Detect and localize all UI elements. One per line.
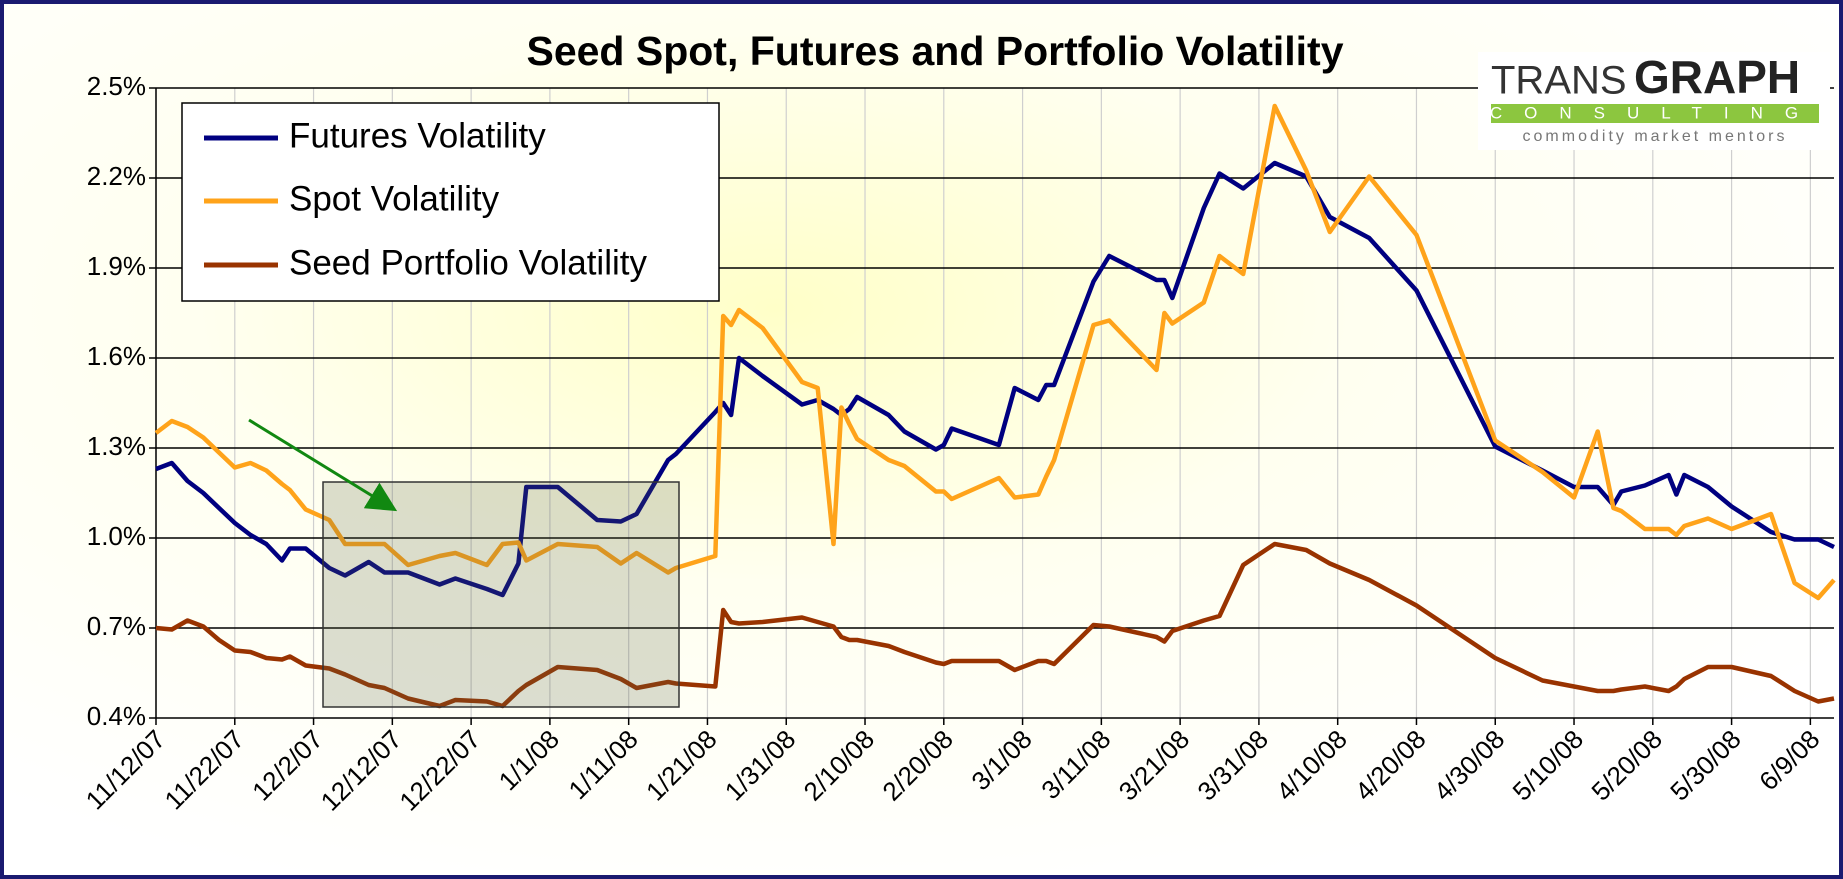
- legend: Futures Volatility Spot Volatility Seed …: [181, 102, 720, 302]
- y-tick-label: 2.2%: [87, 161, 146, 191]
- logo-bg: [1478, 52, 1830, 150]
- y-tick-label: 0.7%: [87, 611, 146, 641]
- legend-label: Seed Portfolio Volatility: [289, 243, 647, 282]
- legend-label: Spot Volatility: [289, 179, 500, 218]
- logo: TRANS GRAPH CONSULTING commodity market …: [1478, 51, 1830, 150]
- y-tick-label: 1.0%: [87, 521, 146, 551]
- y-tick-label: 2.5%: [87, 71, 146, 101]
- logo-consulting: CONSULTING: [1490, 103, 1820, 122]
- y-tick-label: 1.9%: [87, 251, 146, 281]
- y-tick-label: 1.6%: [87, 341, 146, 371]
- logo-band: [1491, 104, 1819, 123]
- series-line: [155, 541, 1835, 709]
- legend-label: Futures Volatility: [289, 116, 546, 155]
- logo-graph: GRAPH: [1634, 51, 1800, 103]
- arrow: [248, 418, 398, 512]
- highlight-box: [322, 481, 680, 708]
- series-line: [154, 103, 1836, 601]
- y-tick-label: 1.3%: [87, 431, 146, 461]
- logo-trans: TRANS: [1491, 59, 1627, 103]
- y-tick-label: 0.4%: [87, 701, 146, 731]
- chart-title: Seed Spot, Futures and Portfolio Volatil…: [526, 28, 1343, 74]
- logo-tagline: commodity market mentors: [1523, 128, 1788, 145]
